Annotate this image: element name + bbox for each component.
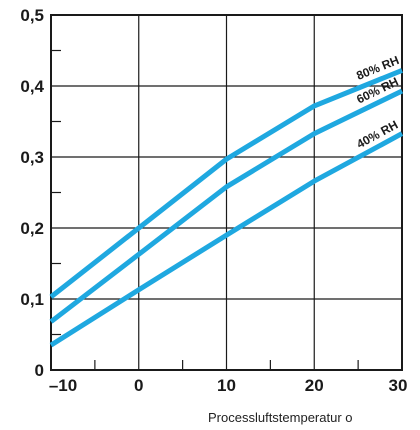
series-line — [49, 88, 404, 324]
x-tick-label: 30 — [389, 376, 408, 395]
series-line — [49, 68, 403, 299]
y-tick-label: 0,2 — [20, 219, 44, 238]
y-tick-label: 0 — [35, 361, 44, 380]
x-tick-label: 10 — [217, 376, 236, 395]
x-tick-label: 20 — [305, 376, 324, 395]
x-axis-title: Processluftstemperatur o — [208, 410, 353, 425]
y-tick-label: 0,3 — [20, 148, 44, 167]
y-tick-label: 0,1 — [20, 290, 44, 309]
grid — [51, 15, 402, 370]
y-tick-label: 0,5 — [20, 6, 44, 25]
series-lines — [49, 68, 404, 348]
series-line — [49, 131, 404, 348]
y-tick-label: 0,4 — [20, 77, 44, 96]
tick-labels: 0 0,1 0,2 0,3 0,4 0,5 –10 0 10 20 30 — [20, 6, 407, 395]
plot-frame — [50, 14, 403, 371]
minor-ticks — [51, 49, 359, 370]
x-tick-label: 0 — [134, 376, 143, 395]
x-tick-label: –10 — [49, 376, 77, 395]
